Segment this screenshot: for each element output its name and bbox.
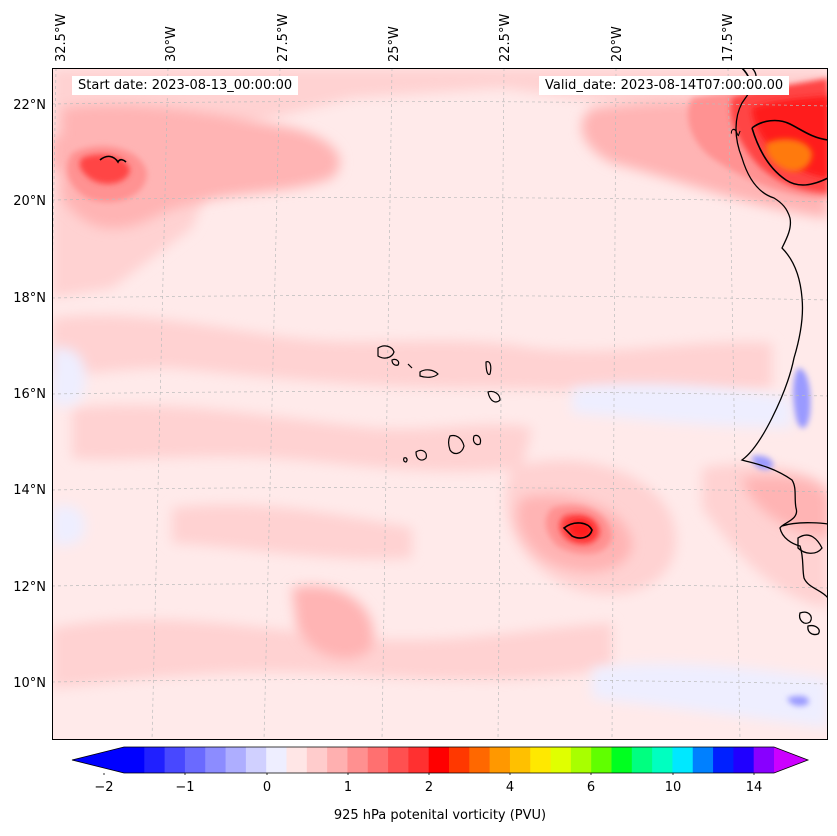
colorbar-label: 925 hPa potenital vorticity (PVU) [333, 808, 547, 823]
colorbar-tick-label: 14 [745, 780, 763, 795]
lat-label-20n: 20°N [13, 194, 46, 209]
colorbar-segment [408, 747, 430, 773]
colorbar-segment [631, 747, 653, 773]
map-plot: 2 [52, 68, 828, 740]
colorbar [71, 746, 810, 775]
colorbar-segment [469, 747, 491, 773]
pv-field-orange [766, 139, 812, 172]
colorbar-tick-label: 2 [424, 780, 434, 795]
colorbar-segment [367, 747, 389, 773]
lon-label-20w: 20°W [610, 26, 625, 62]
gridlines [52, 68, 828, 740]
lat-label-22n: 22°N [13, 98, 46, 113]
colorbar-segment [652, 747, 673, 773]
lon-label-30w: 30°W [164, 26, 179, 62]
colorbar-segment [509, 747, 531, 773]
colorbar-segment [449, 747, 470, 773]
colorbar-segment [286, 747, 308, 773]
lat-label-18n: 18°N [13, 291, 46, 306]
colorbar-segment [144, 747, 166, 773]
colorbar-over-arrow [774, 747, 808, 773]
colorbar-segment [733, 747, 755, 773]
colorbar-segment [489, 747, 511, 773]
map-frame [52, 68, 828, 740]
colorbar-segment [124, 747, 145, 773]
lat-label-16n: 16°N [13, 387, 46, 402]
colorbar-segment [550, 747, 572, 773]
colorbar-tick-label: 0 [262, 780, 272, 795]
colorbar-segment [306, 747, 328, 773]
colorbar-segment [753, 747, 775, 773]
lon-label-25w: 25°W [387, 26, 402, 62]
colorbar-segment [245, 747, 267, 773]
colorbar-segment [225, 747, 247, 773]
colorbar-under-arrow [72, 747, 124, 773]
colorbar-segment [530, 747, 552, 773]
colorbar-tick-label: 1 [343, 780, 353, 795]
colorbar-tick-label: 6 [586, 780, 596, 795]
colorbar-segment [611, 747, 633, 773]
colorbar-segment [591, 747, 612, 773]
lon-label-27-5w: 27.5°W [276, 13, 291, 62]
colorbar-tick-label: 10 [664, 780, 682, 795]
colorbar-segment [327, 747, 348, 773]
contour-label: 2 [728, 126, 744, 138]
colorbar-segment [266, 747, 287, 773]
colorbar-segment [428, 747, 450, 773]
colorbar-segment [205, 747, 227, 773]
colorbar-segment [672, 747, 694, 773]
valid-date-label: Valid_date: 2023-08-14T07:00:00.00 [539, 76, 790, 95]
colorbar-segment [164, 747, 186, 773]
colorbar-segment [692, 747, 714, 773]
colorbar-tick-label: −1 [175, 780, 195, 795]
colorbar-tick-label: 4 [505, 780, 515, 795]
lon-label-17-5w: 17.5°W [721, 13, 736, 62]
lat-label-14n: 14°N [13, 483, 46, 498]
pv-field-pale-blue [52, 347, 828, 728]
colorbar-segment [713, 747, 734, 773]
islands [377, 345, 501, 463]
pv-field-blue [752, 368, 811, 706]
colorbar-segment [347, 747, 369, 773]
lon-label-22-5w: 22.5°W [498, 13, 513, 62]
colorbar-segment [570, 747, 592, 773]
lat-label-10n: 10°N [13, 676, 46, 691]
lon-label-32-5w: 32.5°W [54, 13, 69, 62]
start-date-label: Start date: 2023-08-13_00:00:00 [72, 76, 299, 95]
colorbar-segment [388, 747, 409, 773]
colorbar-outline [71, 746, 810, 774]
colorbar-tick-label: −2 [94, 780, 114, 795]
colorbar-segment [184, 747, 206, 773]
lat-label-12n: 12°N [13, 580, 46, 595]
